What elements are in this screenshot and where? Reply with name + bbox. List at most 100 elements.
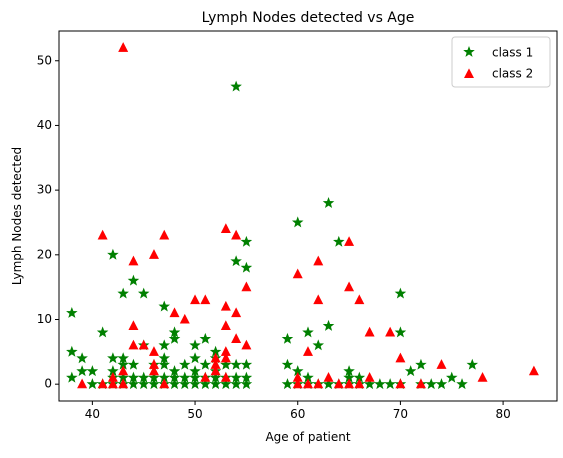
data-point [189,352,201,364]
data-point [364,372,375,382]
legend: class 1 class 2 [451,36,551,88]
data-point [76,352,88,364]
data-point [292,268,303,279]
legend-star-icon [463,45,475,57]
data-point [363,378,376,390]
data-point [77,378,88,389]
x-tick-label: 50 [187,407,202,421]
data-point [313,378,324,389]
data-point [96,326,109,338]
x-tick-label: 70 [393,407,408,421]
y-tick-label: 0 [44,377,52,391]
data-point [415,358,427,370]
y-axis-label: Lymph Nodes detected [10,147,24,285]
data-point [456,378,468,390]
data-point [292,378,303,389]
data-point [394,326,407,338]
data-point [220,300,231,311]
data-point [148,365,159,376]
data-point [528,365,539,376]
data-point [86,378,99,390]
data-point [231,333,242,343]
data-point [322,378,335,390]
data-point [138,339,149,350]
data-point [200,372,211,382]
data-point [189,339,201,351]
data-point [158,300,171,312]
legend-box [451,36,551,88]
data-point [230,80,242,92]
x-tick-label: 40 [85,407,100,421]
data-point [415,378,426,389]
data-point [435,378,448,390]
data-point [159,229,170,240]
series-layer [66,42,539,390]
data-point [425,378,437,390]
data-point [404,365,417,377]
data-point [127,274,140,286]
data-point [158,339,171,351]
data-point [313,255,324,266]
data-point [303,378,313,389]
data-point [128,320,139,331]
data-point [354,294,365,305]
tick-layer: 40 50 60 70 80 0 10 20 30 40 50 [37,53,511,421]
data-point [385,326,396,337]
data-point [107,352,119,364]
data-point [241,281,252,292]
data-point [117,287,129,299]
data-point [148,346,159,356]
data-point [137,378,150,390]
data-point [159,378,170,389]
data-point [436,359,447,369]
data-point [374,378,386,390]
data-point [128,339,139,350]
data-point [384,378,396,390]
data-point [148,249,159,259]
data-point [445,371,458,383]
data-point [322,319,335,331]
y-tick-label: 10 [37,312,52,326]
data-point [395,352,406,363]
data-point [66,306,78,318]
data-point [281,378,294,390]
data-point [199,332,212,344]
data-point [97,229,108,240]
data-point [118,365,129,376]
data-point [313,294,324,305]
data-point [76,365,88,377]
data-point [128,255,139,266]
data-point [158,358,171,370]
data-point [240,235,253,247]
data-point [344,378,355,389]
data-point [199,378,212,390]
data-point [230,255,242,267]
y-tick-label: 30 [37,183,52,197]
data-point [118,42,129,52]
data-point [179,313,190,324]
data-point [220,352,231,363]
x-axis-label: Age of patient [265,430,350,444]
data-point [303,346,313,356]
y-tick-label: 20 [37,247,52,261]
y-tick-label: 50 [37,53,52,67]
data-point [220,358,232,370]
data-point [281,332,294,344]
legend-label-class-2: class 2 [492,67,533,81]
data-point [354,378,365,389]
data-point [148,378,160,390]
data-point [97,378,108,389]
data-point [220,372,231,382]
data-point [107,248,119,260]
data-point [220,320,231,331]
data-point [281,358,294,370]
data-point [137,287,150,299]
data-point [240,261,253,273]
data-point [168,378,181,390]
data-point [322,197,335,208]
data-point [169,307,180,318]
data-point [179,358,191,370]
data-point [168,332,181,344]
